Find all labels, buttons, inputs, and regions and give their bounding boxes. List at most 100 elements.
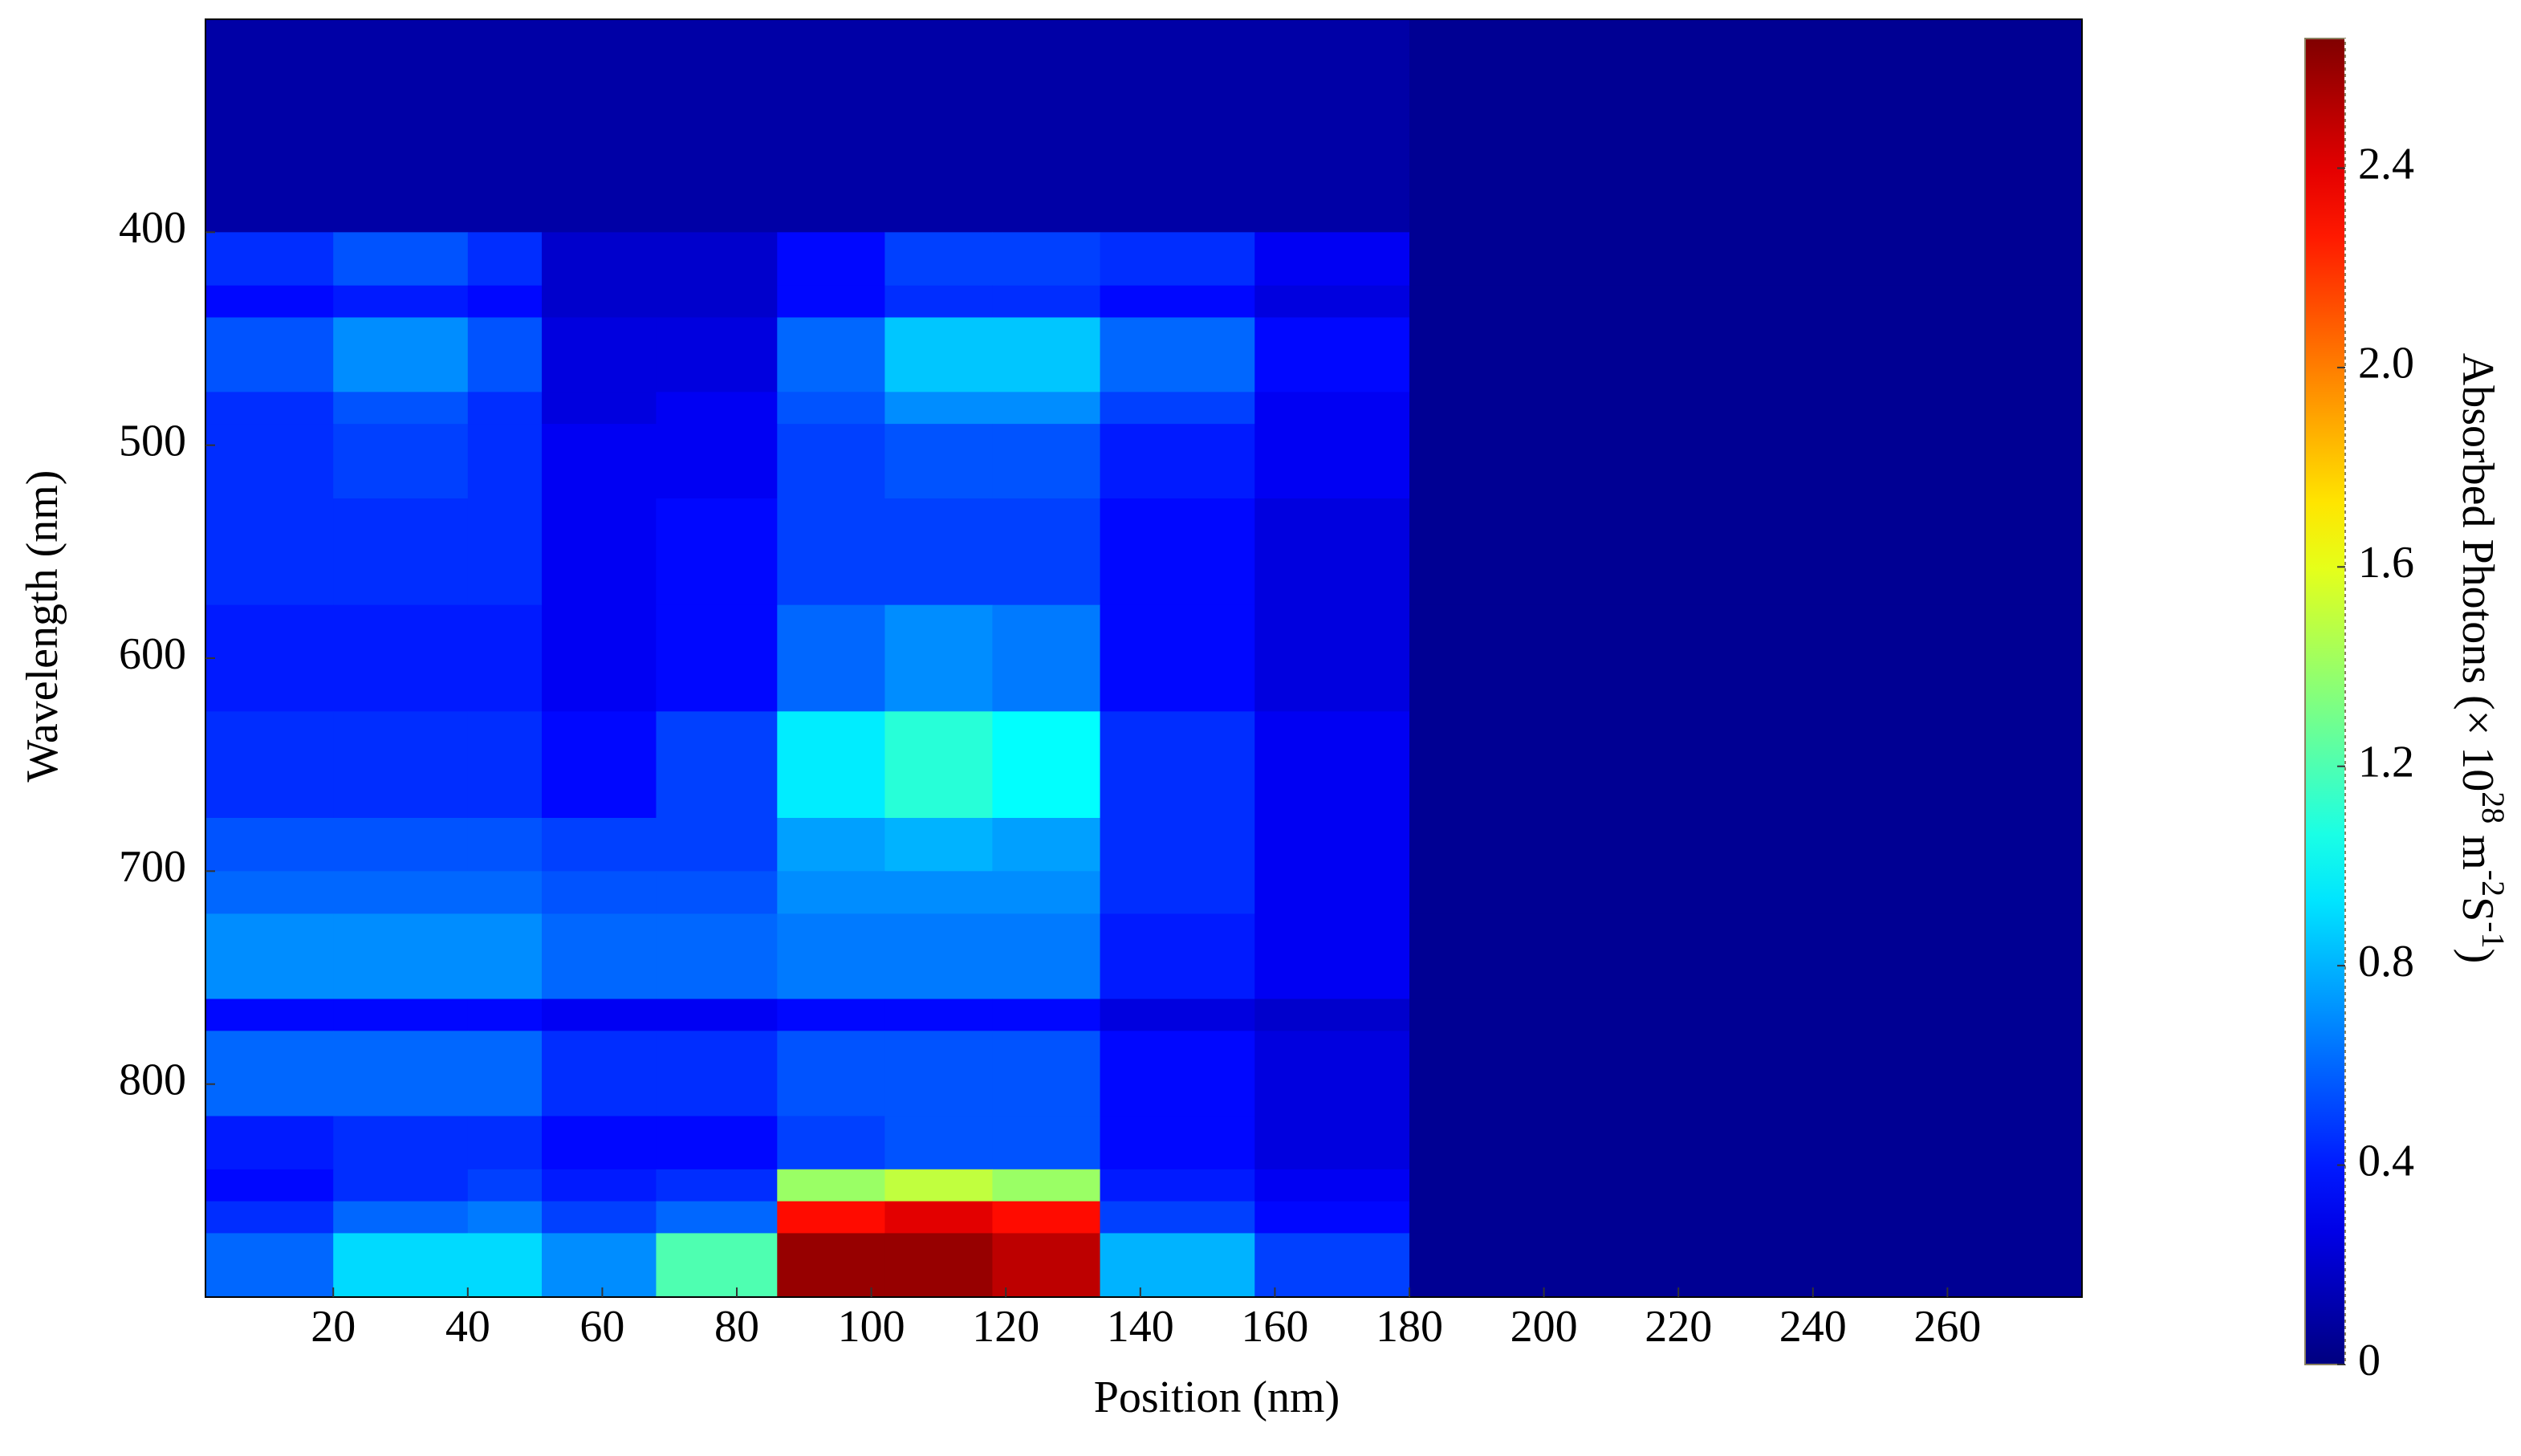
heat-cell — [541, 285, 657, 318]
heat-cell — [1409, 19, 2083, 233]
heat-cell — [467, 498, 543, 606]
heat-cell — [1100, 818, 1255, 872]
heat-cell — [656, 285, 778, 318]
heat-cell — [541, 871, 657, 914]
label-sup: -2 — [2475, 870, 2511, 897]
heat-cell — [884, 424, 993, 499]
heat-cell — [1100, 19, 1255, 233]
heat-cell — [992, 424, 1101, 499]
heat-cell — [1254, 392, 1410, 425]
y-tick-label: 800 — [119, 1055, 186, 1105]
heat-cell — [656, 498, 778, 606]
heat-cell — [333, 711, 469, 819]
heat-cell — [992, 1233, 1101, 1298]
heat-cell — [777, 317, 885, 392]
heat-cell — [1100, 232, 1255, 287]
heat-cell — [884, 498, 993, 606]
x-axis-label: Position (nm) — [1094, 1373, 1340, 1422]
heat-cell — [656, 232, 778, 287]
x-tick-label: 120 — [972, 1302, 1039, 1352]
heat-cell — [205, 424, 334, 499]
heat-cell — [777, 19, 885, 233]
heat-cell — [205, 818, 334, 872]
heat-cell — [467, 604, 543, 712]
heat-cell — [205, 998, 334, 1031]
heat-cell — [467, 871, 543, 914]
heat-cell — [656, 913, 778, 1000]
heat-cell — [205, 913, 334, 1000]
label-part: S — [2453, 897, 2503, 921]
label-part: m — [2453, 824, 2503, 870]
heat-cell — [541, 1201, 657, 1234]
heat-cell — [333, 232, 469, 287]
heat-cell — [656, 871, 778, 914]
heat-cell — [777, 1116, 885, 1170]
x-tick-label: 220 — [1645, 1302, 1712, 1352]
x-tick-label: 160 — [1241, 1302, 1308, 1352]
heat-cell — [467, 998, 543, 1031]
heat-cell — [467, 1169, 543, 1202]
heat-cell — [1409, 871, 2083, 914]
heat-cell — [1100, 1233, 1255, 1298]
heat-cell — [884, 1031, 993, 1116]
heat-cell — [1409, 317, 2083, 392]
heat-cell — [467, 392, 543, 425]
heat-cell — [1409, 1031, 2083, 1116]
heat-cell — [884, 1233, 993, 1298]
heat-cell — [884, 1169, 993, 1202]
heat-cell — [1100, 1169, 1255, 1202]
x-tick-label: 240 — [1779, 1302, 1847, 1352]
heat-cell — [884, 998, 993, 1031]
heat-cell — [1100, 913, 1255, 1000]
y-tick-label: 600 — [119, 629, 186, 679]
heat-cell — [884, 871, 993, 914]
heat-cell — [333, 604, 469, 712]
heat-cell — [333, 998, 469, 1031]
heat-cell — [884, 232, 993, 287]
heat-cell — [541, 711, 657, 819]
heat-cell — [777, 285, 885, 318]
heat-cell — [992, 19, 1101, 233]
heat-cell — [884, 285, 993, 318]
heat-cell — [467, 285, 543, 318]
heat-cell — [1100, 498, 1255, 606]
heat-cell — [1409, 424, 2083, 499]
heat-cell — [467, 1031, 543, 1116]
heat-cell — [1254, 711, 1410, 819]
heat-cell — [992, 1169, 1101, 1202]
heat-cell — [1100, 998, 1255, 1031]
heat-cell — [884, 392, 993, 425]
heat-cell — [1254, 19, 1410, 233]
heat-cell — [205, 604, 334, 712]
heat-cell — [1254, 1169, 1410, 1202]
heat-cell — [1409, 232, 2083, 287]
heat-cell — [884, 19, 993, 233]
colorbar-tick-label: 2.4 — [2358, 139, 2414, 189]
heat-cell — [1409, 998, 2083, 1031]
y-axis-label: Wavelength (nm) — [18, 470, 67, 783]
heat-cell — [777, 998, 885, 1031]
heat-cell — [333, 498, 469, 606]
heat-cell — [205, 232, 334, 287]
heat-cell — [992, 1116, 1101, 1170]
heat-cell — [333, 317, 469, 392]
heat-cell — [1409, 604, 2083, 712]
heat-cell — [656, 317, 778, 392]
heat-cell — [1100, 1116, 1255, 1170]
heat-cell — [992, 232, 1101, 287]
heat-cell — [884, 818, 993, 872]
heat-cell — [992, 317, 1101, 392]
heat-cell — [1254, 998, 1410, 1031]
heat-cell — [1409, 913, 2083, 1000]
heat-cell — [205, 392, 334, 425]
heat-cell — [884, 1116, 993, 1170]
heat-cell — [1254, 604, 1410, 712]
heatmap — [205, 19, 2083, 1298]
x-tick-label: 140 — [1107, 1302, 1174, 1352]
heat-cell — [333, 818, 469, 872]
heat-cell — [541, 392, 657, 425]
colorbar-label: Absorbed Photons (× 1028 m-2S-1) — [2453, 353, 2511, 964]
heat-cell — [1254, 1116, 1410, 1170]
heat-cell — [884, 711, 993, 819]
